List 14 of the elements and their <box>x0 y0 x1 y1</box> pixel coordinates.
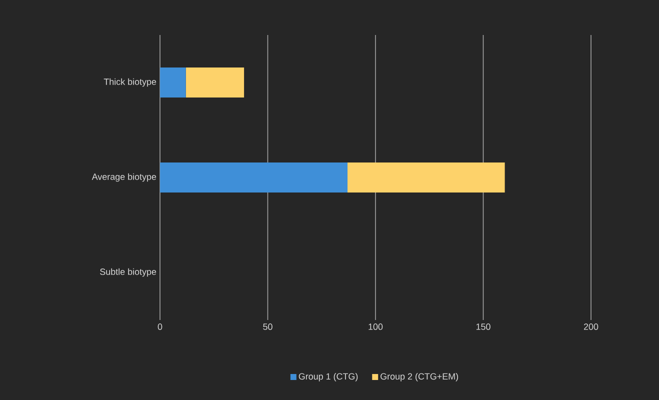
x-tick-label: 150 <box>476 324 490 330</box>
y-tick-label: Average biotype <box>92 173 156 182</box>
x-tick-label: 0 <box>158 324 162 330</box>
bar <box>160 68 186 98</box>
bar <box>160 162 348 193</box>
legend-label: Group 2 (CTG+EM) <box>380 373 458 382</box>
x-tick-label: 50 <box>263 324 272 330</box>
bar <box>186 68 244 98</box>
y-tick-label: Subtle biotype <box>100 268 156 277</box>
bar <box>347 162 505 193</box>
x-tick-label: 100 <box>368 324 383 330</box>
legend-label: Group 1 (CTG) <box>298 373 358 382</box>
y-tick-label: Thick biotype <box>104 78 156 87</box>
x-tick-label: 200 <box>584 324 598 330</box>
